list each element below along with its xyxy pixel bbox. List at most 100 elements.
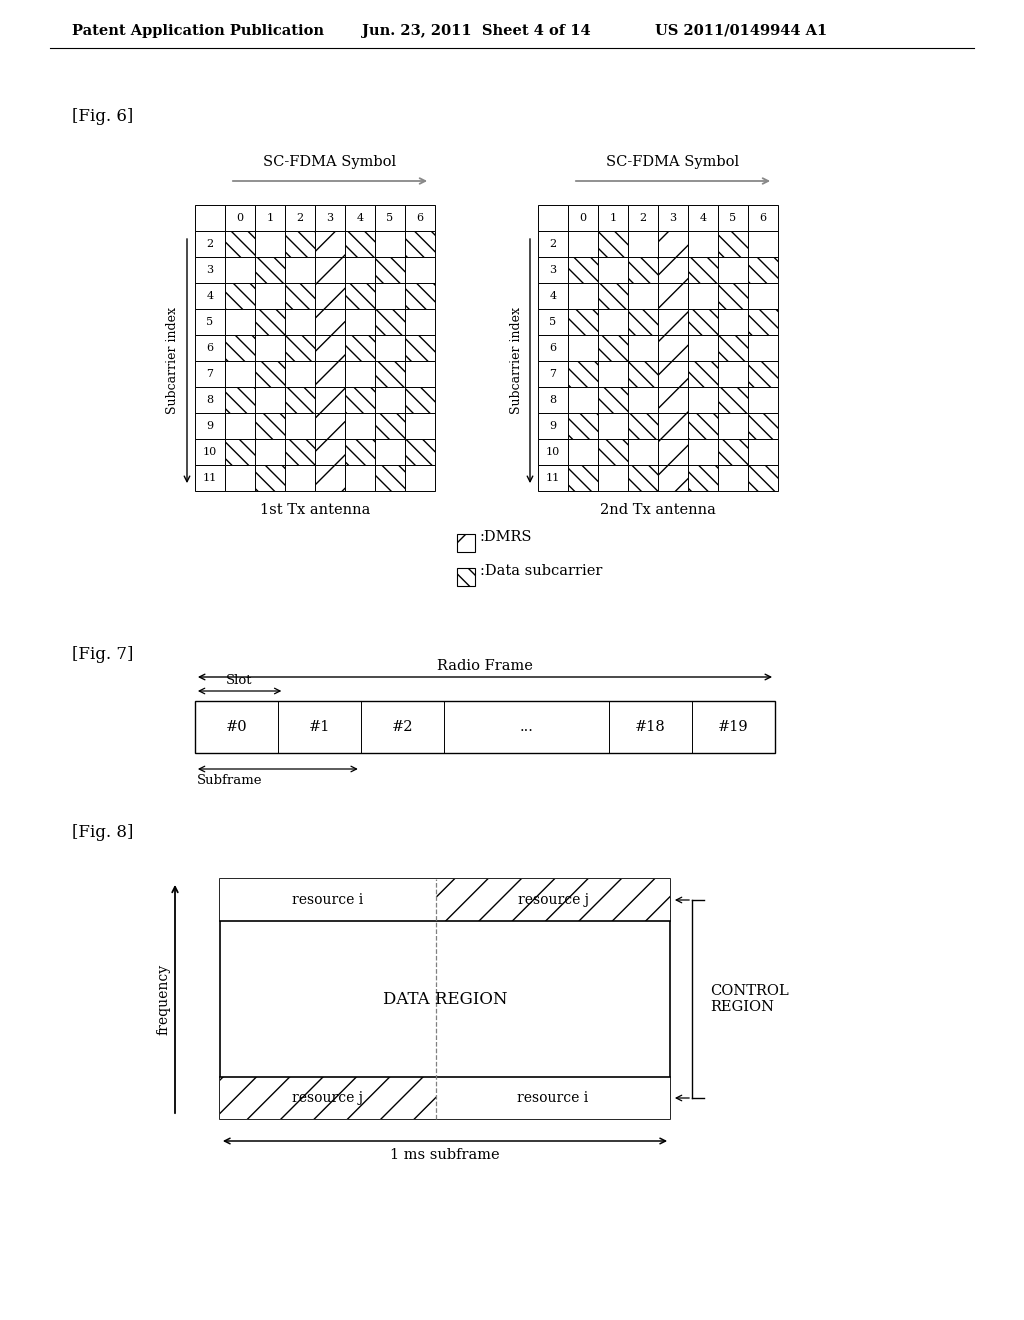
Text: ...: ... [519,719,534,734]
Bar [748,360,778,387]
Bar [315,413,345,440]
Bar [345,440,375,465]
Bar [285,257,315,282]
Text: 0: 0 [580,213,587,223]
Bar [406,413,435,440]
Bar [598,205,628,231]
Bar [345,360,375,387]
Text: 8: 8 [550,395,557,405]
Text: 5: 5 [207,317,214,327]
Bar [688,257,718,282]
Bar [598,413,628,440]
Bar [255,465,285,491]
Bar [436,1077,670,1119]
Bar [315,387,345,413]
Bar [658,387,688,413]
Bar [568,282,598,309]
Bar [628,205,658,231]
Bar [457,535,474,552]
Bar [718,335,748,360]
Text: 5: 5 [386,213,393,223]
Bar [538,387,568,413]
Bar [195,282,225,309]
Bar [658,440,688,465]
Text: 1: 1 [609,213,616,223]
Text: 1 ms subframe: 1 ms subframe [390,1148,500,1162]
Bar [195,413,225,440]
Bar [658,257,688,282]
Bar [375,282,406,309]
Bar [658,309,688,335]
Text: Subcarrier index: Subcarrier index [167,308,179,414]
Bar [628,360,658,387]
Bar [345,335,375,360]
Bar [220,879,670,1119]
Text: 2: 2 [550,239,557,249]
Bar [225,205,255,231]
Bar [688,360,718,387]
Bar [688,231,718,257]
Bar [255,440,285,465]
Bar [598,465,628,491]
Bar [345,413,375,440]
Text: [Fig. 8]: [Fig. 8] [72,824,133,841]
Bar [345,231,375,257]
Bar [457,568,474,586]
Bar [375,360,406,387]
Bar [345,309,375,335]
Bar [285,335,315,360]
Bar [568,257,598,282]
Bar [225,387,255,413]
Text: 3: 3 [670,213,677,223]
Bar [195,205,225,231]
Text: 2: 2 [296,213,303,223]
Bar [406,465,435,491]
Bar [195,465,225,491]
Bar [315,335,345,360]
Bar [345,387,375,413]
Bar [568,387,598,413]
Text: :DMRS: :DMRS [479,531,532,544]
Bar [195,257,225,282]
Bar [628,257,658,282]
Text: :Data subcarrier: :Data subcarrier [479,564,602,578]
Bar [285,231,315,257]
Bar [406,231,435,257]
Bar [375,387,406,413]
Bar [220,1077,436,1119]
Bar [748,387,778,413]
Bar [658,205,688,231]
Bar [375,335,406,360]
Bar [658,465,688,491]
Text: 5: 5 [550,317,557,327]
Bar [688,282,718,309]
Bar [375,465,406,491]
Bar [406,257,435,282]
Text: US 2011/0149944 A1: US 2011/0149944 A1 [655,24,827,38]
Bar [658,413,688,440]
Bar [568,360,598,387]
Bar [628,413,658,440]
Bar [436,879,670,921]
Text: 10: 10 [203,447,217,457]
Bar [255,205,285,231]
Bar [195,701,775,752]
Bar [225,440,255,465]
Bar [225,282,255,309]
Bar [255,387,285,413]
Bar [225,465,255,491]
Text: #2: #2 [391,719,413,734]
Text: 11: 11 [546,473,560,483]
Text: Subframe: Subframe [197,774,262,787]
Bar [688,440,718,465]
Bar [718,360,748,387]
Text: 11: 11 [203,473,217,483]
Bar [568,335,598,360]
Text: 4: 4 [207,290,214,301]
Bar [718,309,748,335]
Bar [255,335,285,360]
Text: 0: 0 [237,213,244,223]
Bar [538,205,568,231]
Text: 7: 7 [207,370,213,379]
Bar [315,309,345,335]
